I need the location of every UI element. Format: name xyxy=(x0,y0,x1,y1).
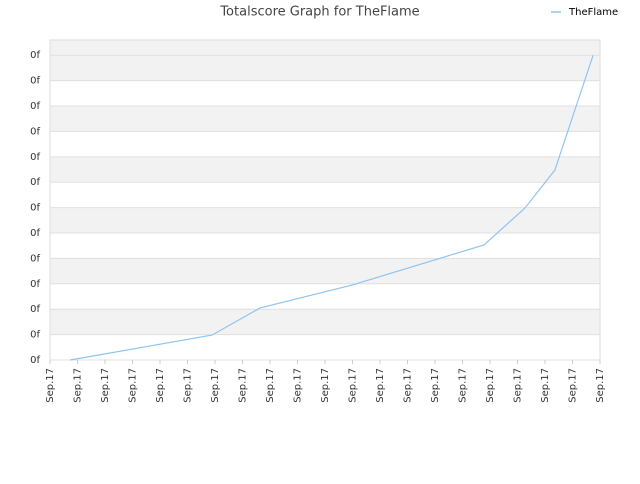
y-tick-label: 0f xyxy=(30,101,40,112)
x-tick-label: Sep.17 xyxy=(568,368,579,403)
x-tick-label: Sep.17 xyxy=(595,368,606,403)
grid-band xyxy=(50,207,600,234)
grid-band xyxy=(50,156,600,183)
x-tick-label: Sep.17 xyxy=(348,368,359,403)
line xyxy=(69,55,594,361)
x-tick-label: Sep.17 xyxy=(485,368,496,403)
legend-label: TheFlame xyxy=(568,7,618,18)
x-tick-label: Sep.17 xyxy=(430,368,441,403)
y-tick-label: 0f xyxy=(30,177,40,188)
y-tick-label: 0f xyxy=(30,304,40,315)
y-tick-label: 0f xyxy=(30,228,40,239)
y-tick-label: 0f xyxy=(30,279,40,290)
y-tick-label: 0f xyxy=(30,330,40,341)
y-tick-label: 0f xyxy=(30,253,40,264)
x-tick-label: Sep.17 xyxy=(183,368,194,403)
x-tick-label: Sep.17 xyxy=(128,368,139,403)
y-tick-label: 0f xyxy=(30,126,40,137)
x-tick-label: Sep.17 xyxy=(73,368,84,403)
y-tick-label: 0f xyxy=(30,76,40,87)
x-tick-label: Sep.17 xyxy=(265,368,276,403)
x-tick-label: Sep.17 xyxy=(540,368,551,403)
x-tick-label: Sep.17 xyxy=(513,368,524,403)
grid-band xyxy=(50,258,600,284)
chart-title: Totalscore Graph for TheFlame xyxy=(219,5,419,20)
x-tick-label: Sep.17 xyxy=(320,368,331,403)
x-tick-label: Sep.17 xyxy=(238,368,249,403)
x-tick-label: Sep.17 xyxy=(375,368,386,403)
y-tick-label: 0f xyxy=(30,50,40,61)
x-tick-label: Sep.17 xyxy=(45,368,56,403)
y-tick-label: 0f xyxy=(30,152,40,163)
grid-band xyxy=(50,309,600,335)
x-tick-label: Sep.17 xyxy=(100,368,111,403)
x-tick-label: Sep.17 xyxy=(403,368,414,403)
x-tick-label: Sep.17 xyxy=(293,368,304,403)
y-tick-label: 0f xyxy=(30,203,40,214)
grid-band xyxy=(50,55,600,81)
x-tick-label: Sep.17 xyxy=(210,368,221,403)
x-tick-label: Sep.17 xyxy=(458,368,469,403)
y-tick-label: 0f xyxy=(30,355,40,366)
x-tick-label: Sep.17 xyxy=(155,368,166,403)
grid-band xyxy=(50,106,600,132)
grid-band xyxy=(50,40,600,56)
